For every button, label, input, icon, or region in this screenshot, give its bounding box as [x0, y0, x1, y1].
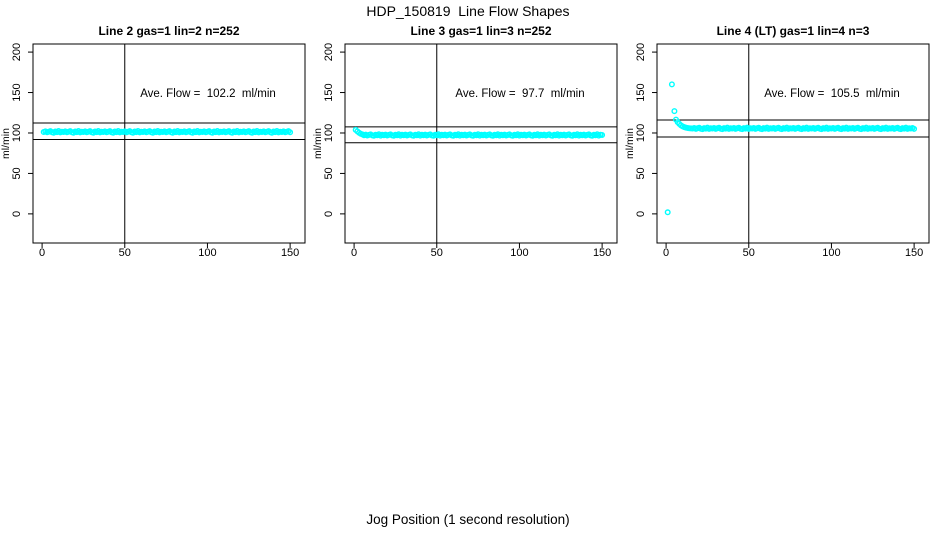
plot-box	[344, 43, 618, 244]
x-tick-label: 150	[905, 247, 923, 259]
y-tick-label: 0	[635, 211, 647, 217]
figure-x-label: Jog Position (1 second resolution)	[366, 512, 570, 527]
panel-title: Line 2 gas=1 lin=2 n=252	[98, 24, 239, 38]
x-tick-label: 100	[822, 247, 840, 259]
data-point	[287, 129, 294, 136]
avg-flow-annotation: Ave. Flow = 105.5 ml/min	[764, 88, 900, 100]
panel-title: Line 4 (LT) gas=1 lin=4 n=3	[717, 24, 870, 38]
x-tick-label: 50	[431, 247, 443, 259]
y-axis-label: ml/min	[312, 128, 324, 159]
y-tick-label: 100	[323, 124, 335, 142]
y-tick-label: 50	[323, 167, 335, 179]
data-point	[671, 108, 678, 115]
line-3-flow-panel: Line 3 gas=1 lin=3 n=252 0 50 100 150 200 0 50 1…	[312, 24, 618, 259]
y-tick-label: 150	[11, 83, 23, 101]
y-tick-label: 50	[11, 167, 23, 179]
y-tick-label: 150	[323, 83, 335, 101]
x-tick-label: 0	[39, 247, 45, 259]
data-point	[911, 125, 918, 132]
x-tick-label: 50	[743, 247, 755, 259]
x-tick-label: 100	[510, 247, 528, 259]
avg-flow-annotation: Ave. Flow = 102.2 ml/min	[140, 88, 276, 100]
plot-box	[656, 43, 930, 244]
x-tick-label: 150	[593, 247, 611, 259]
data-point	[664, 209, 671, 216]
x-tick-label: 0	[663, 247, 669, 259]
x-tick-label: 100	[198, 247, 216, 259]
plot-box	[32, 43, 306, 244]
data-point	[599, 131, 606, 138]
y-tick-label: 100	[11, 124, 23, 142]
y-axis-label: ml/min	[0, 128, 12, 159]
x-tick-label: 50	[119, 247, 131, 259]
line-4-flow-panel: Line 4 (LT) gas=1 lin=4 n=3 0 50 100 150 200 0…	[624, 24, 930, 259]
x-tick-label: 150	[281, 247, 299, 259]
y-tick-label: 0	[323, 211, 335, 217]
data-point	[668, 81, 675, 88]
avg-flow-annotation: Ave. Flow = 97.7 ml/min	[455, 88, 584, 100]
figure-title: HDP_150819 Line Flow Shapes	[366, 3, 570, 19]
y-tick-label: 100	[635, 124, 647, 142]
y-tick-label: 200	[11, 43, 23, 61]
x-tick-label: 0	[351, 247, 357, 259]
y-axis-label: ml/min	[624, 128, 636, 159]
line-2-flow-panel: Line 2 gas=1 lin=2 n=252 0 50 100 150 200 0 50 1…	[0, 24, 306, 259]
panels-row: Line 2 gas=1 lin=2 n=252 0 50 100 150 200 0 50 1…	[0, 22, 936, 265]
y-tick-label: 150	[635, 83, 647, 101]
y-tick-label: 50	[635, 167, 647, 179]
panel-title: Line 3 gas=1 lin=3 n=252	[410, 24, 551, 38]
y-tick-label: 200	[635, 43, 647, 61]
y-tick-label: 0	[11, 211, 23, 217]
y-tick-label: 200	[323, 43, 335, 61]
